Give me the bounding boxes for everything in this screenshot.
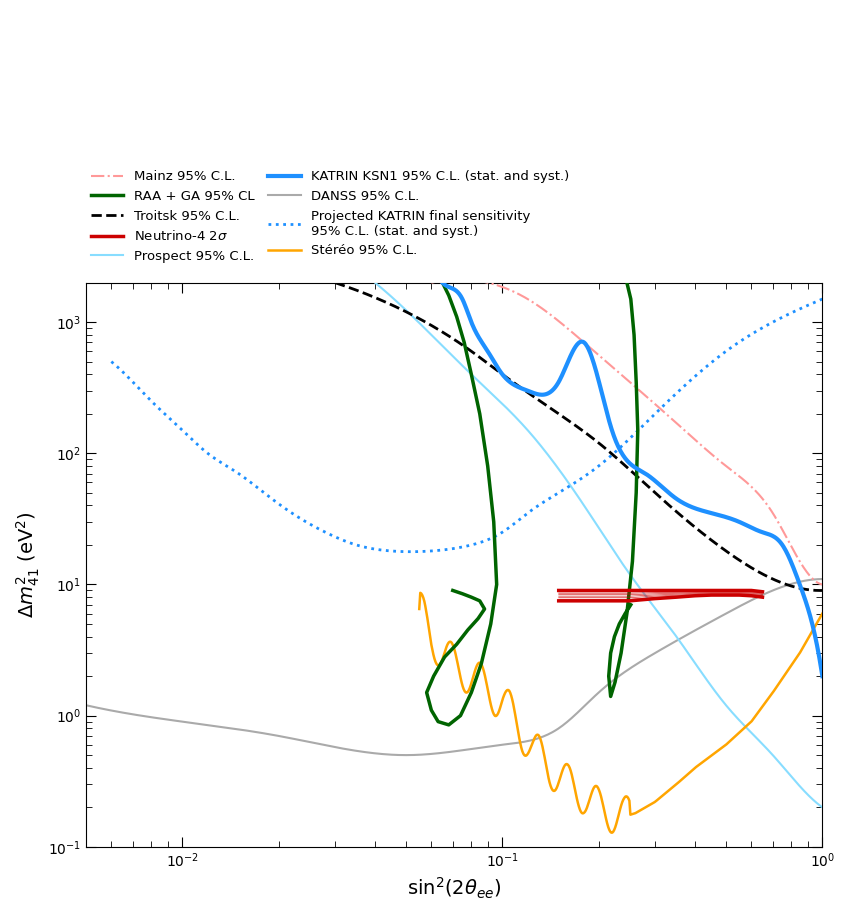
- Y-axis label: $\Delta m^2_{41}$ (eV$^2$): $\Delta m^2_{41}$ (eV$^2$): [15, 511, 42, 618]
- Legend: Mainz 95% C.L., RAA + GA 95% CL, Troitsk 95% C.L., Neutrino-4 2$\sigma$, Prospec: Mainz 95% C.L., RAA + GA 95% CL, Troitsk…: [85, 165, 575, 268]
- X-axis label: sin$^2$(2$\theta_{ee}$): sin$^2$(2$\theta_{ee}$): [407, 876, 502, 901]
